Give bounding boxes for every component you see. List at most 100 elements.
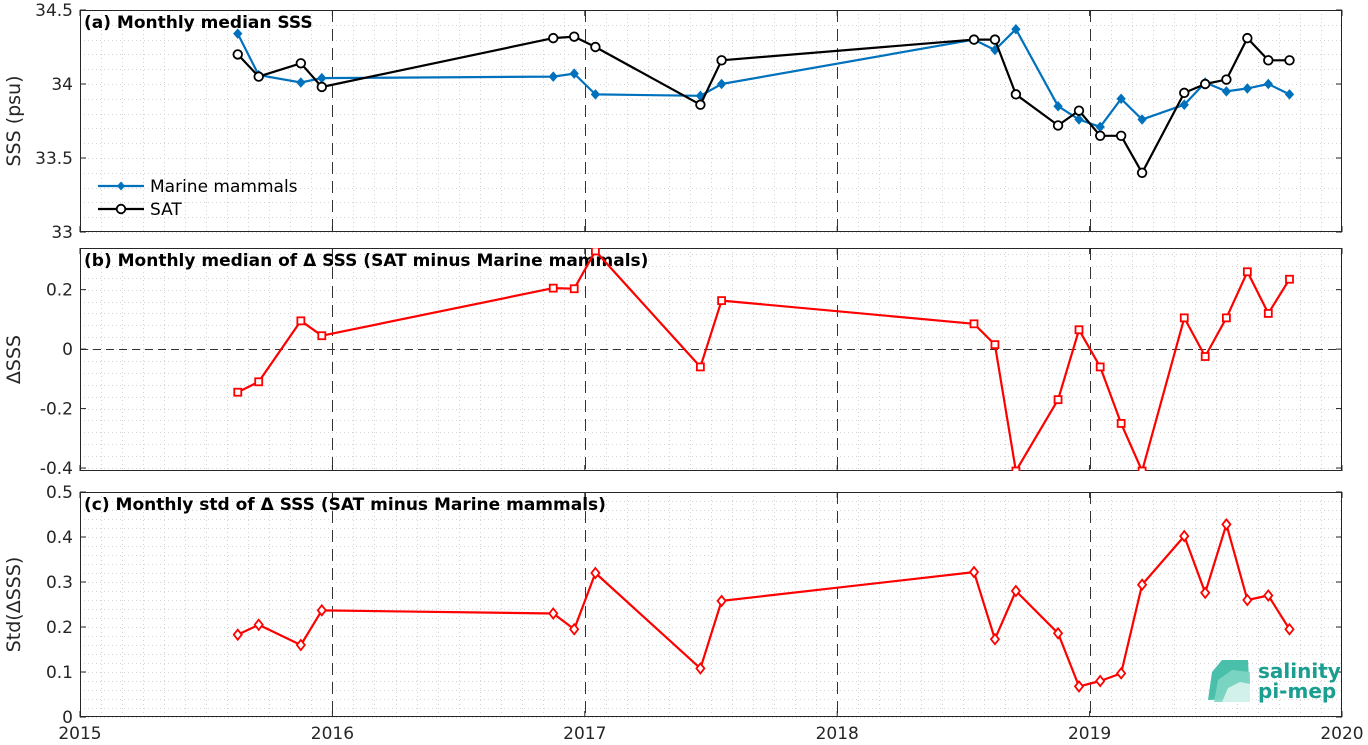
data-point (590, 41, 601, 53)
panel-title: (c) Monthly std of Δ SSS (SAT minus Mari… (84, 495, 606, 515)
data-point (316, 603, 327, 617)
data-point (568, 31, 580, 42)
data-point (1052, 120, 1064, 131)
y-axis-label: ΔSSS (3, 335, 25, 384)
x-tick-label: 2017 (563, 724, 606, 744)
data-point (590, 89, 601, 100)
data-point (253, 71, 264, 82)
series-line (237, 249, 1291, 471)
data-point (548, 71, 558, 82)
x-tick-label: 2016 (311, 724, 354, 744)
data-point (1221, 74, 1232, 85)
x-tick-label: 2020 (1320, 724, 1363, 744)
data-point (1242, 83, 1253, 94)
data-point (1073, 105, 1085, 116)
data-point (295, 58, 307, 69)
y-axis-label: Std(ΔSSS) (3, 557, 25, 653)
data-point (1095, 362, 1105, 372)
data-point (1010, 89, 1022, 100)
data-point (316, 81, 327, 93)
logo-icon (1208, 660, 1250, 702)
plot-area (80, 248, 1342, 471)
data-point (968, 34, 980, 45)
data-point (989, 632, 1001, 646)
data-point (233, 387, 243, 397)
data-point (1074, 325, 1084, 335)
data-point (1284, 89, 1295, 100)
data-point (1011, 23, 1021, 35)
y-tick-label: 0 (62, 340, 73, 360)
panel-title: (b) Monthly median of Δ SSS (SAT minus M… (84, 251, 648, 271)
data-point (1179, 313, 1189, 323)
x-tick-label: 2015 (58, 724, 101, 744)
data-point (1137, 466, 1147, 471)
data-point (233, 28, 243, 39)
legend-label: Marine mammals (150, 177, 298, 197)
data-point (548, 32, 559, 44)
data-point (590, 566, 601, 580)
data-point (1221, 517, 1232, 531)
series-sat (232, 31, 1295, 179)
data-point (296, 316, 306, 326)
data-point (548, 607, 559, 620)
y-tick-label: 34.5 (35, 1, 73, 21)
series-delta (233, 248, 1294, 471)
data-point (232, 628, 243, 642)
y-tick-label: 33.5 (35, 149, 73, 169)
data-point (1052, 626, 1064, 640)
data-point (1179, 529, 1190, 543)
data-point (1200, 352, 1210, 361)
y-tick-label: 33 (51, 223, 73, 243)
data-point (990, 340, 1000, 350)
data-point (1263, 78, 1273, 90)
legend-marker (115, 203, 127, 215)
data-point (1222, 313, 1231, 323)
salinity-pimep-logo: salinity pi-mep (1208, 659, 1341, 703)
data-point (1010, 584, 1022, 598)
legend-label: SAT (150, 200, 182, 220)
data-point (1242, 267, 1252, 277)
logo-text-line1: salinity (1258, 659, 1341, 683)
data-point (1116, 93, 1126, 105)
series-delta (232, 517, 1295, 693)
data-point (548, 283, 558, 293)
data-point (1116, 419, 1126, 428)
y-tick-label: 0.4 (46, 528, 73, 548)
axes-box (80, 10, 1342, 232)
data-point (1074, 114, 1084, 125)
x-tick-label: 2019 (1068, 724, 1111, 744)
data-point (695, 661, 706, 675)
data-point (1137, 114, 1147, 125)
data-point (1242, 593, 1253, 607)
data-point (1199, 78, 1211, 90)
data-point (1011, 466, 1021, 471)
data-point (253, 618, 264, 632)
data-point (695, 362, 705, 372)
minor-grid (80, 10, 1342, 233)
data-point (717, 296, 727, 306)
data-point (1073, 679, 1085, 693)
data-point (1115, 130, 1127, 142)
data-point (1053, 100, 1063, 112)
data-point (716, 78, 727, 90)
data-point (317, 331, 327, 341)
data-point (1200, 586, 1211, 600)
axes-box (80, 248, 1342, 471)
data-point (1179, 87, 1190, 99)
data-point (1221, 86, 1232, 97)
logo-text-line2: pi-mep (1258, 679, 1336, 703)
y-tick-label: 0 (62, 708, 73, 728)
panel-b: -0.4 -0.2 0 0.2 ΔSSS (b) Monthly median of Δ … (3, 248, 1343, 479)
panel-title: (a) Monthly median SSS (84, 13, 313, 33)
legend: Marine mammals SAT (98, 177, 298, 220)
data-point (591, 248, 600, 256)
data-point (569, 622, 580, 636)
data-point (296, 77, 306, 88)
panel-c: 0 0.1 0.2 0.3 0.4 0.5 2015 2016 2017 2018 2019 2020… (3, 483, 1364, 744)
data-point (1284, 622, 1295, 636)
y-tick-label: 0.2 (46, 618, 73, 638)
y-tick-label: 34 (51, 75, 73, 95)
data-point (1263, 55, 1274, 66)
data-point (969, 319, 979, 329)
